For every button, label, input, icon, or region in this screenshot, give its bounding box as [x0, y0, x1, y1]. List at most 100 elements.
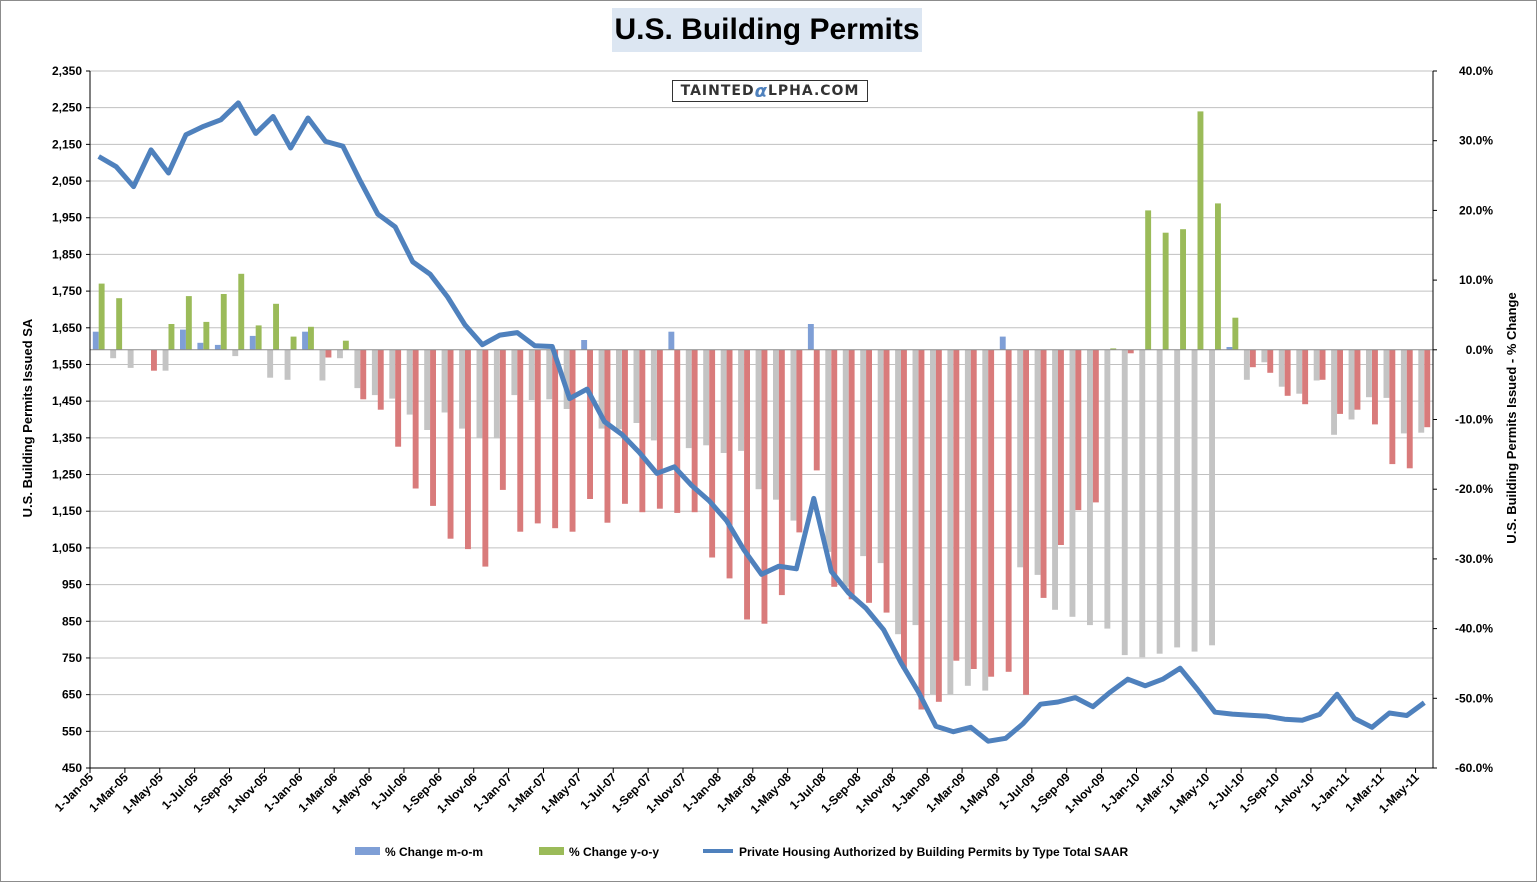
yoy-bar	[290, 336, 297, 350]
left-tick-label: 1,550	[52, 357, 82, 371]
yoy-bar	[499, 349, 506, 490]
left-tick-label: 2,150	[52, 137, 82, 151]
yoy-bar	[1267, 349, 1274, 373]
yoy-bar	[116, 298, 123, 350]
yoy-bar	[1424, 349, 1431, 428]
mom-bar	[1034, 349, 1041, 575]
yoy-bar	[1005, 349, 1012, 672]
yoy-bar	[1319, 349, 1326, 380]
mom-bar	[1400, 349, 1407, 434]
mom-bar	[528, 349, 535, 400]
yoy-bar	[1127, 349, 1134, 354]
left-tick-label: 2,350	[52, 64, 82, 78]
left-tick-label: 1,650	[52, 321, 82, 335]
yoy-bar	[639, 349, 646, 513]
chart-title: U.S. Building Permits	[612, 8, 922, 52]
mom-bar	[1174, 349, 1181, 648]
mom-bar	[197, 342, 204, 350]
mom-bar	[633, 349, 640, 423]
mom-bar	[1017, 349, 1024, 568]
line-layer	[97, 100, 1426, 744]
left-tick-label: 2,050	[52, 174, 82, 188]
yoy-bar	[604, 349, 611, 523]
yoy-bar	[726, 349, 733, 579]
mom-bar	[982, 349, 989, 691]
mom-bar	[1087, 349, 1093, 626]
yoy-bar	[1075, 349, 1082, 511]
mom-bar	[616, 349, 622, 430]
yoy-bar	[935, 349, 942, 702]
yoy-bar	[709, 349, 716, 558]
mom-bar	[180, 329, 186, 350]
legend-swatch-yoy	[539, 847, 564, 855]
yoy-bar	[1110, 348, 1117, 350]
mom-bar	[860, 349, 867, 557]
mom-bar	[1226, 347, 1233, 350]
yoy-bar	[342, 340, 349, 350]
mom-bar	[162, 349, 169, 371]
yoy-bar	[813, 349, 820, 471]
mom-bar	[738, 349, 744, 451]
mom-bar	[511, 349, 518, 396]
yoy-bar	[203, 321, 210, 350]
mom-bar	[964, 349, 971, 686]
yoy-bar	[482, 349, 489, 567]
yoy-bar	[151, 349, 157, 371]
yoy-bar	[325, 349, 332, 358]
mom-bar	[1209, 349, 1215, 646]
mom-bar	[424, 349, 431, 430]
mom-bar	[1296, 349, 1303, 394]
mom-bar	[441, 349, 448, 413]
left-tick-label: 750	[62, 651, 82, 665]
mom-bar	[581, 340, 588, 350]
mom-bar	[807, 324, 814, 350]
left-tick-label: 1,250	[52, 468, 82, 482]
yoy-bar	[412, 349, 419, 489]
yoy-bar	[517, 349, 524, 532]
mom-bar	[563, 349, 570, 409]
yoy-bar	[255, 325, 262, 350]
mom-bar	[825, 349, 832, 552]
yoy-bar	[569, 349, 576, 532]
yoy-bar	[970, 349, 977, 669]
yoy-bar	[778, 349, 785, 596]
right-tick-label: -30.0%	[1455, 552, 1493, 566]
permits-line	[97, 100, 1426, 744]
yoy-bar	[360, 349, 367, 400]
yoy-bar	[1180, 229, 1186, 350]
mom-bar	[1278, 349, 1285, 387]
yoy-bar	[98, 283, 105, 350]
mom-bar	[1243, 349, 1250, 380]
tainted-alpha-watermark: TAINTED α LPHA.COM	[672, 80, 868, 102]
left-tick-label: 2,250	[52, 101, 82, 115]
yoy-bar	[1215, 203, 1221, 350]
yoy-bar	[587, 349, 593, 499]
yoy-bar	[1232, 317, 1239, 350]
yoy-bar	[308, 326, 314, 350]
mom-bar	[1383, 349, 1390, 398]
bars-layer	[90, 111, 1433, 710]
mom-bar	[127, 349, 134, 368]
yoy-bar	[744, 349, 750, 620]
mom-bar	[1331, 349, 1337, 435]
mom-bar	[1313, 349, 1320, 381]
left-tick-label: 1,150	[52, 504, 82, 518]
mom-bar	[302, 331, 308, 350]
mom-bar	[685, 349, 692, 449]
mom-bar	[877, 349, 884, 564]
yoy-bar	[796, 349, 803, 533]
yoy-bar	[988, 349, 995, 677]
yoy-bar	[1197, 111, 1204, 350]
mom-bar	[1121, 349, 1128, 656]
mom-bar	[92, 331, 99, 350]
yoy-bar	[1162, 232, 1169, 350]
yoy-bar	[395, 349, 402, 447]
yoy-bar	[656, 349, 663, 509]
left-tick-label: 650	[62, 688, 82, 702]
mom-bar	[999, 336, 1006, 350]
legend: % Change m-o-m % Change y-o-y Private Ho…	[355, 845, 1128, 859]
yoy-bar	[1302, 349, 1309, 405]
mom-bar	[755, 349, 762, 490]
